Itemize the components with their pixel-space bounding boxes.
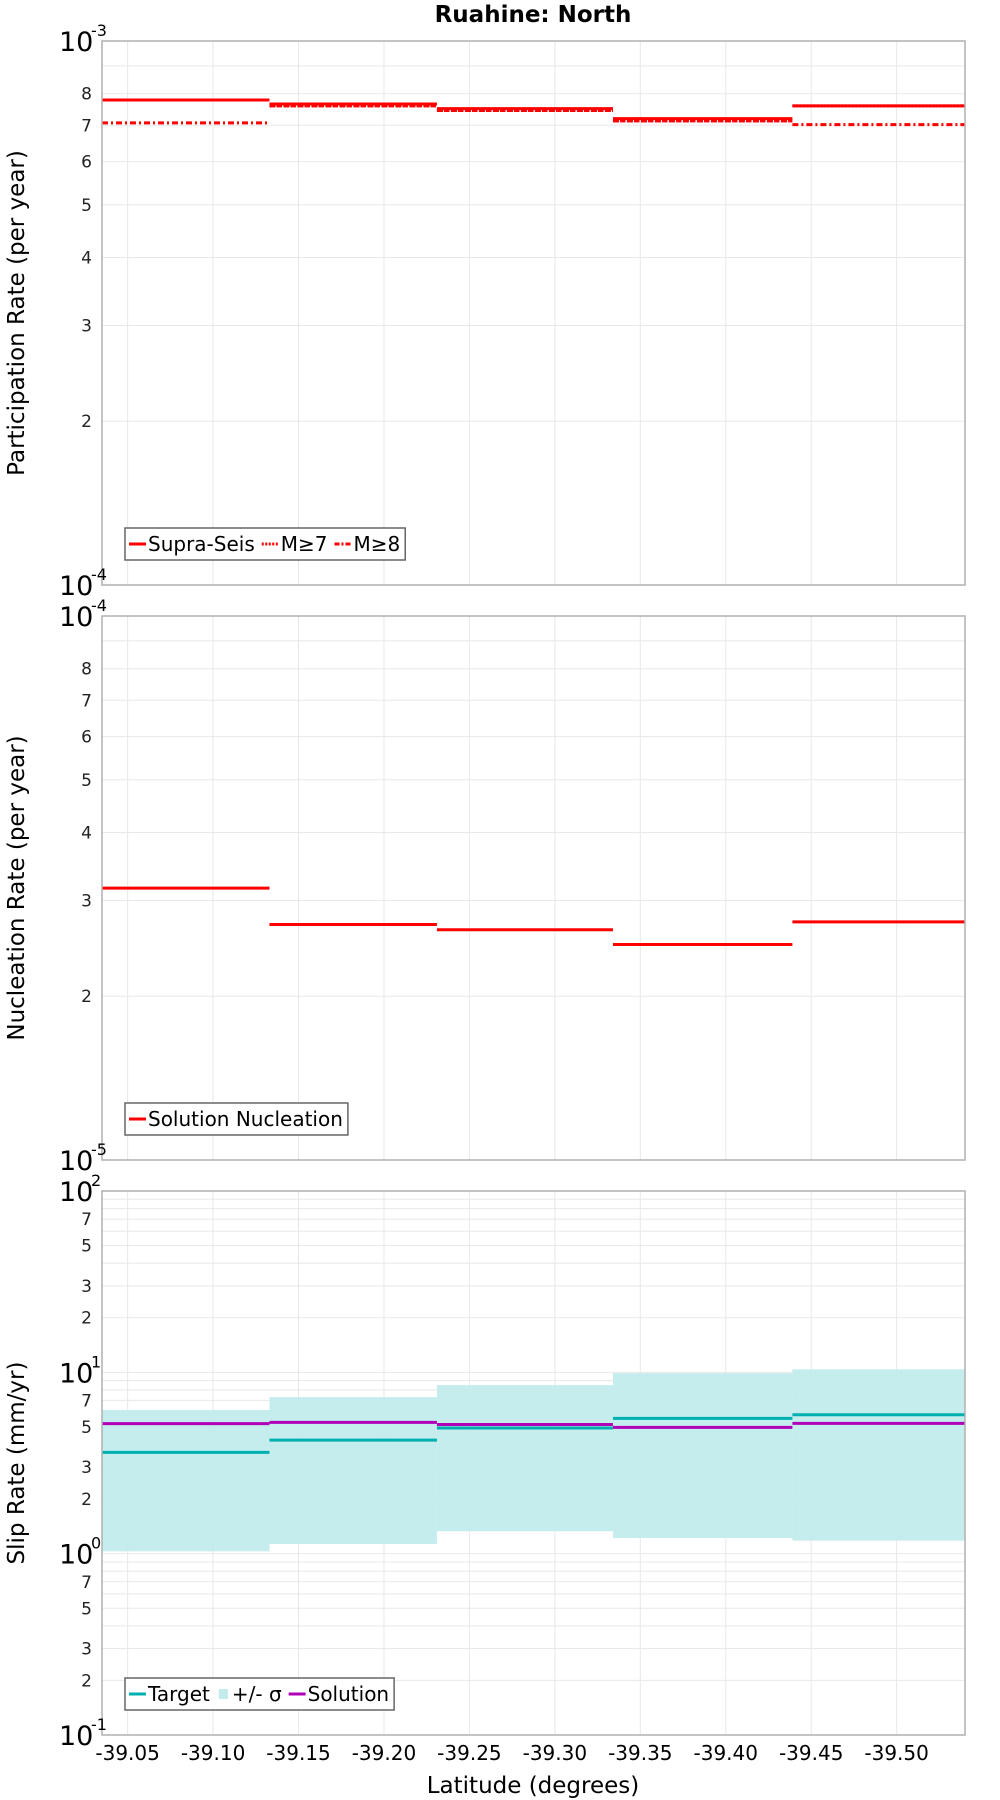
legend-item: +/- σ [218, 1682, 282, 1706]
sigma-band [436, 1385, 613, 1532]
y-tick-label: 3 [81, 316, 92, 336]
y-tick-exponent: -5 [91, 1140, 107, 1159]
legend: Solution Nucleation [124, 1102, 349, 1136]
data-series [102, 886, 965, 946]
legend: Target +/- σ Solution [124, 1677, 395, 1711]
legend-item: Supra-Seis [129, 532, 255, 556]
y-tick-label: 7 [81, 1391, 92, 1411]
y-tick-label: 5 [81, 196, 92, 216]
x-tick-label: -39.15 [266, 1741, 330, 1765]
data-series [102, 1369, 965, 1552]
legend-label: Supra-Seis [148, 532, 255, 556]
y-tick-label: 7 [81, 1210, 92, 1230]
grid-lines [102, 41, 965, 585]
y-tick-label: 6 [81, 153, 92, 173]
y-tick-label: 2 [81, 412, 92, 432]
x-tick-labels: -39.05 -39.10 -39.15 -39.20 -39.25 -39.30 -39.… [95, 1741, 928, 1765]
y-tick-major-label: 10 [59, 571, 93, 602]
legend: Supra-Seis M≥7 M≥8 [124, 527, 406, 561]
y-tick-label: 7 [81, 1573, 92, 1593]
x-tick-label: -39.45 [779, 1741, 843, 1765]
y-tick-exponent: -4 [91, 565, 107, 584]
legend-item: M≥7 [261, 532, 328, 556]
y-tick-label: 8 [81, 85, 92, 105]
y-tick-label: 2 [81, 1671, 92, 1691]
y-tick-exponent: 2 [91, 1171, 101, 1190]
y-tick-label: 7 [81, 691, 92, 711]
x-tick-label: -39.50 [864, 1741, 928, 1765]
x-tick-label: -39.05 [95, 1741, 159, 1765]
sigma-band [612, 1373, 793, 1539]
legend-label: Target [147, 1682, 210, 1706]
y-tick-exponent: -3 [91, 21, 107, 40]
plot-frame [101, 40, 966, 586]
y-tick-label: 4 [81, 823, 92, 843]
legend-label: M≥7 [281, 532, 328, 556]
plot-frame [101, 1190, 966, 1736]
y-tick-exponent: 0 [91, 1534, 101, 1553]
y-tick-label: 3 [81, 1639, 92, 1659]
sigma-band [102, 1409, 270, 1552]
legend-box [124, 527, 406, 561]
x-tick-label: -39.25 [437, 1741, 501, 1765]
sigma-band [269, 1397, 437, 1545]
y-tick-label: 8 [81, 660, 92, 680]
y-tick-major-label: 10 [59, 1177, 93, 1208]
legend-box [124, 1677, 395, 1711]
x-axis-label: Latitude (degrees) [427, 1773, 640, 1799]
y-tick-label: 5 [81, 1237, 92, 1257]
y-tick-label: 2 [81, 987, 92, 1007]
y-axis-label: Participation Rate (per year) [4, 150, 30, 476]
y-tick-label: 5 [81, 1418, 92, 1438]
y-tick-major-label: 10 [59, 1540, 93, 1571]
x-tick-label: -39.10 [181, 1741, 245, 1765]
sigma-band [792, 1369, 965, 1541]
y-tick-label: 6 [81, 728, 92, 748]
y-tick-exponent: -4 [91, 596, 107, 615]
chart-title: Ruahine: North [435, 2, 632, 28]
y-tick-label: 5 [81, 1599, 92, 1619]
y-tick-major-label: 10 [59, 1358, 93, 1389]
legend-label: Solution [308, 1682, 389, 1706]
x-tick-label: -39.35 [608, 1741, 672, 1765]
y-tick-major-label: 10 [59, 27, 93, 58]
y-tick-label: 3 [81, 891, 92, 911]
y-axis-label: Nucleation Rate (per year) [4, 735, 30, 1040]
legend-item: Solution Nucleation [129, 1107, 343, 1131]
y-tick-label: 5 [81, 771, 92, 791]
data-series [102, 98, 965, 127]
y-tick-major-label: 10 [59, 1721, 93, 1752]
legend-label: Solution Nucleation [148, 1107, 343, 1131]
x-tick-label: -39.20 [352, 1741, 416, 1765]
legend-box [124, 1102, 349, 1136]
y-tick-major-label: 10 [59, 1146, 93, 1177]
y-tick-label: 4 [81, 248, 92, 268]
grid-lines [102, 616, 965, 1160]
legend-swatch-sigma [218, 1689, 228, 1699]
legend-label: M≥8 [354, 532, 401, 556]
y-tick-label: 2 [81, 1490, 92, 1510]
plot-frame [101, 615, 966, 1161]
y-tick-label: 7 [81, 116, 92, 136]
y-tick-label: 2 [81, 1309, 92, 1329]
y-tick-label: 3 [81, 1458, 92, 1478]
y-axis-label: Slip Rate (mm/yr) [4, 1362, 30, 1565]
legend-label: +/- σ [232, 1682, 282, 1706]
legend-item: Target [129, 1682, 210, 1706]
x-tick-label: -39.30 [523, 1741, 587, 1765]
y-tick-exponent: 1 [91, 1352, 101, 1371]
y-tick-exponent: -1 [91, 1715, 107, 1734]
y-tick-label: 3 [81, 1277, 92, 1297]
y-tick-major-label: 10 [59, 602, 93, 633]
x-tick-label: -39.40 [694, 1741, 758, 1765]
legend-item: M≥8 [334, 532, 401, 556]
legend-item: Solution [288, 1682, 389, 1706]
